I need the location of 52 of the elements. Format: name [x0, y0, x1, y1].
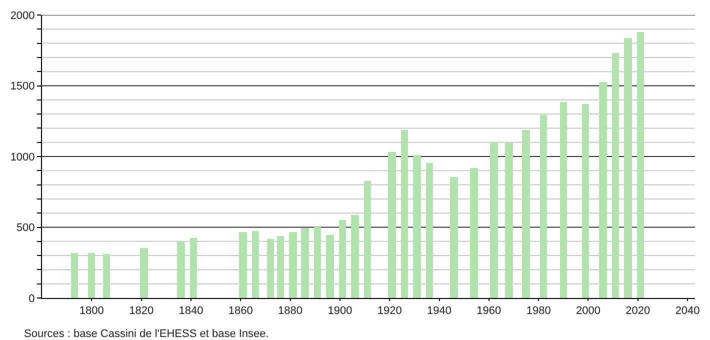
bar: [364, 181, 371, 298]
x-tick-label: 2020: [626, 305, 650, 318]
bar: [88, 253, 95, 298]
bar: [599, 82, 607, 298]
x-tick-label: 1840: [178, 305, 204, 318]
bar: [413, 155, 421, 298]
bar: [450, 177, 458, 298]
bar: [177, 242, 185, 298]
bar: [505, 143, 513, 298]
bar: [351, 215, 359, 298]
x-tick-label: 1900: [328, 305, 352, 318]
bar: [314, 227, 321, 298]
x-tick-label: 1920: [377, 305, 402, 318]
bar: [289, 232, 297, 298]
x-tick-label: 1980: [526, 305, 551, 318]
x-tick-label: 1860: [228, 305, 253, 318]
x-tick-label: 1880: [278, 305, 303, 318]
x-tick-label: 2000: [576, 305, 600, 318]
bar: [426, 163, 433, 298]
bar: [277, 236, 284, 298]
bar: [140, 248, 148, 298]
bar: [490, 142, 498, 298]
bar: [560, 102, 567, 298]
bar: [339, 220, 346, 298]
bar: [103, 254, 110, 298]
bar: [301, 228, 309, 298]
bar: [190, 238, 197, 298]
bar: [71, 253, 78, 298]
x-tick-label: 1960: [476, 305, 502, 318]
bar: [624, 38, 632, 298]
bar: [612, 53, 619, 298]
y-tick-label: 0: [28, 292, 35, 305]
y-tick-label: 500: [16, 222, 35, 234]
bar: [326, 235, 334, 298]
bar: [267, 239, 274, 298]
x-tick-label: 1820: [129, 305, 154, 318]
source-note: Sources : base Cassini de l'EHESS et base Insee.: [24, 328, 269, 340]
bar: [401, 130, 408, 298]
bar: [388, 152, 396, 298]
bar: [522, 130, 530, 298]
x-tick-label: 1940: [427, 305, 452, 318]
y-tick-label: 1500: [10, 80, 35, 93]
bar: [470, 168, 478, 298]
x-tick-label: 1800: [79, 305, 104, 318]
bar: [637, 32, 644, 298]
bar: [252, 231, 259, 298]
y-tick-label: 2000: [10, 10, 35, 22]
bar: [540, 115, 547, 298]
bar: [582, 104, 589, 298]
x-tick-label: 2040: [675, 305, 700, 318]
bar: [239, 232, 247, 298]
y-tick-label: 1000: [10, 151, 35, 164]
